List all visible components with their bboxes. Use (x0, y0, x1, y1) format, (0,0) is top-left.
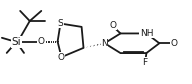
Text: N: N (101, 39, 108, 48)
Text: O: O (58, 53, 65, 62)
Text: S: S (58, 19, 63, 28)
Text: NH: NH (140, 29, 153, 38)
Text: F: F (142, 58, 147, 67)
Text: Si: Si (12, 37, 21, 47)
Text: O: O (170, 39, 177, 48)
Text: O: O (109, 21, 116, 30)
Text: O: O (38, 37, 45, 47)
